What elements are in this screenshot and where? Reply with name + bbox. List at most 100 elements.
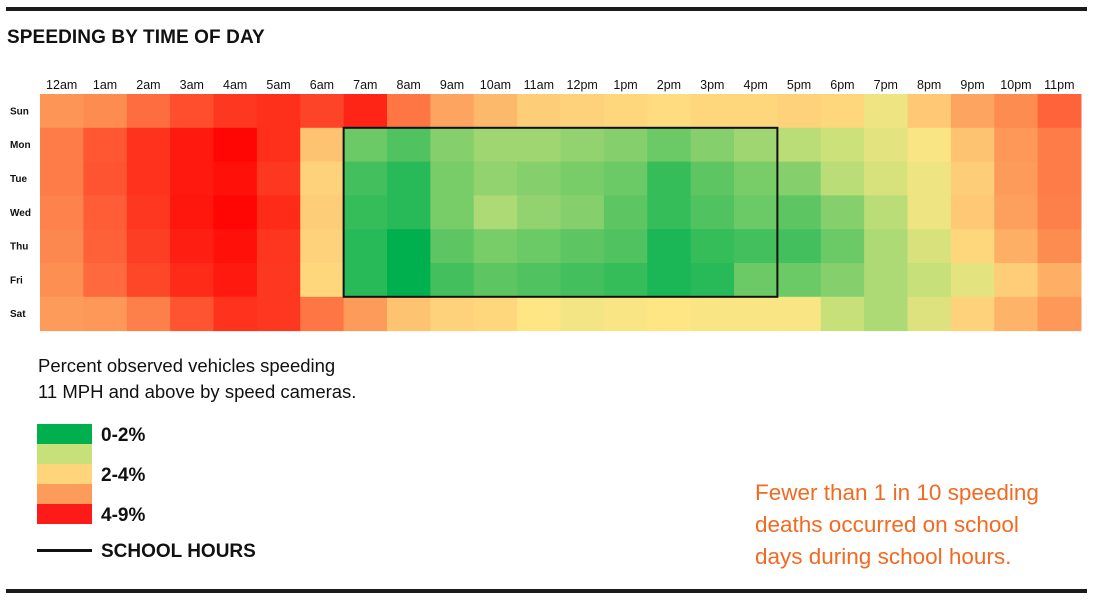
heatmap-cell (517, 127, 561, 163)
hour-label: 8pm (917, 78, 941, 92)
heatmap-cell (864, 229, 908, 264)
heatmap-cell (473, 161, 518, 196)
heatmap-cell (1037, 94, 1082, 129)
legend-label-low: 0-2% (101, 425, 146, 446)
heatmap-cells (40, 94, 1082, 332)
heatmap-cell (517, 263, 561, 298)
heatmap-cell (473, 229, 518, 264)
day-label: Sat (10, 309, 26, 320)
heatmap-cell (170, 161, 214, 196)
heatmap-cell (1037, 229, 1082, 264)
heatmap-cell (343, 127, 388, 163)
heatmap-cell (777, 263, 822, 298)
heatmap-cell (907, 229, 952, 264)
heatmap-cell (603, 94, 648, 129)
heatmap-cell (387, 94, 431, 129)
hour-label: 7pm (874, 78, 898, 92)
heatmap-cell (950, 263, 995, 298)
heatmap-cell (950, 161, 995, 196)
hour-label: 3pm (700, 78, 724, 92)
heatmap-cell (300, 263, 345, 298)
day-label: Thu (10, 242, 28, 253)
heatmap-cell (560, 296, 605, 332)
heatmap-cell (256, 229, 301, 264)
heatmap-cell (430, 229, 475, 264)
heatmap-cell (343, 195, 388, 230)
heatmap-cell (950, 195, 995, 230)
heatmap-cell (300, 161, 345, 196)
hour-label: 11am (524, 78, 554, 92)
heatmap-cell (647, 195, 692, 230)
heatmap-cell (517, 195, 561, 230)
heatmap-cell (603, 263, 648, 298)
heatmap-cell (864, 263, 908, 298)
heatmap-cell (40, 296, 84, 332)
heatmap-cell (603, 127, 648, 163)
annotation-note: Fewer than 1 in 10 speeding deaths occur… (755, 477, 1039, 573)
heatmap-cell (256, 161, 301, 196)
heatmap-cell (603, 195, 648, 230)
heatmap-cell (430, 263, 475, 298)
heatmap-cell (777, 229, 822, 264)
heatmap-cell (950, 229, 995, 264)
hour-label: 2am (136, 78, 160, 92)
heatmap-cell (560, 229, 605, 264)
heatmap-cell (777, 195, 822, 230)
heatmap-cell (430, 127, 475, 163)
heatmap-cell (517, 94, 561, 129)
heatmap-cell (517, 296, 561, 332)
heatmap-cell (647, 263, 692, 298)
legend-title: Percent observed vehicles speeding 11 MP… (38, 353, 356, 405)
heatmap-cell (83, 94, 128, 129)
heatmap-cell (1037, 161, 1082, 196)
heatmap-cell (343, 161, 388, 196)
day-label: Fri (10, 275, 23, 286)
heatmap-cell (994, 195, 1039, 230)
heatmap-cell (473, 296, 518, 332)
heatmap-cell (603, 161, 648, 196)
heatmap-cell (126, 263, 171, 298)
heatmap-cell (777, 296, 822, 332)
heatmap-cell (864, 127, 908, 163)
note-line-2: deaths occurred on school (755, 512, 1019, 537)
heatmap-cell (560, 263, 605, 298)
heatmap-cell (647, 94, 692, 129)
heatmap-cell (256, 127, 301, 163)
heatmap-cell (170, 94, 214, 129)
heatmap-cell (560, 127, 605, 163)
hour-label: 10pm (1000, 78, 1031, 92)
heatmap-cell (300, 296, 345, 332)
heatmap-cell (473, 127, 518, 163)
heatmap-cell (213, 195, 258, 230)
heatmap-cell (994, 94, 1039, 129)
heatmap-cell (170, 263, 214, 298)
chart-title: SPEEDING BY TIME OF DAY (7, 27, 265, 48)
heatmap-cell (387, 127, 431, 163)
heatmap-cell (40, 263, 84, 298)
heatmap-cell (83, 195, 128, 230)
legend-swatch-0 (37, 424, 92, 444)
heatmap-cell (387, 296, 431, 332)
legend-title-line-2: 11 MPH and above by speed cameras. (38, 381, 357, 402)
day-label: Tue (10, 174, 27, 185)
heatmap-cell (256, 94, 301, 129)
heatmap-cell (213, 263, 258, 298)
heatmap-cell (430, 195, 475, 230)
heatmap-cell (83, 161, 128, 196)
heatmap-cell (820, 195, 865, 230)
heatmap-cell (864, 94, 908, 129)
heatmap-cell (950, 127, 995, 163)
school-hours-line-sample (37, 549, 92, 552)
legend-title-line-1: Percent observed vehicles speeding (38, 355, 336, 376)
heatmap-cell (300, 195, 345, 230)
heatmap-cell (690, 263, 735, 298)
heatmap-cell (256, 263, 301, 298)
heatmap-cell (517, 161, 561, 196)
heatmap-cell (1037, 127, 1082, 163)
heatmap-cell (430, 94, 475, 129)
heatmap-cell (1037, 195, 1082, 230)
school-hours-box (342, 126, 779, 298)
heatmap-cell (170, 127, 214, 163)
heatmap-cell (170, 229, 214, 264)
heatmap-cell (777, 161, 822, 196)
